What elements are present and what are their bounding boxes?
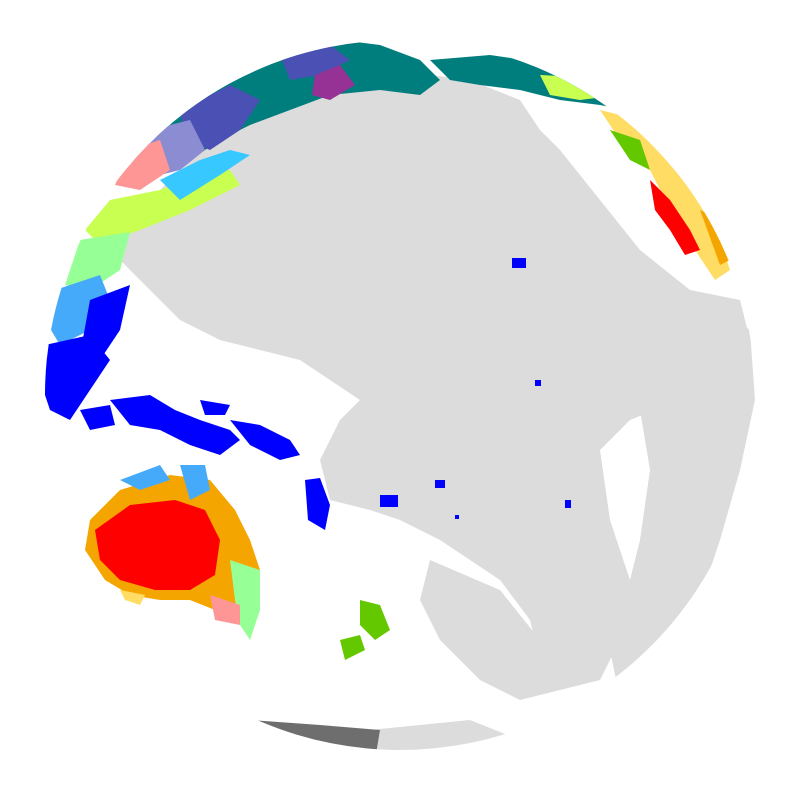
australia [85, 465, 260, 640]
southeast-asia [45, 275, 130, 420]
pacific-islands [305, 258, 571, 530]
north-america-pacific-coast [600, 110, 730, 280]
unclassified-land [120, 70, 755, 750]
new-zealand [340, 600, 390, 660]
maritime-southeast-asia [80, 395, 300, 460]
